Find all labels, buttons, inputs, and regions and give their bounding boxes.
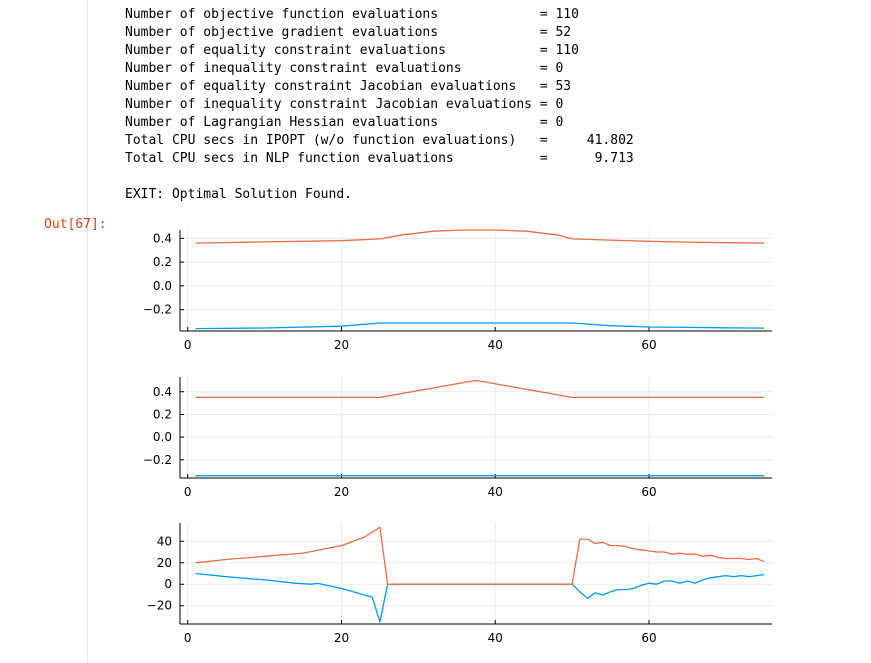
- x-tick-label: 0: [184, 631, 192, 645]
- y-tick-label: 0.0: [153, 430, 172, 444]
- output-line: Number of objective gradient evaluations…: [125, 25, 572, 40]
- output-line: Number of equality constraint Jacobian e…: [125, 79, 572, 94]
- x-tick-label: 20: [334, 485, 349, 499]
- output-line: Number of inequality constraint Jacobian…: [125, 97, 564, 112]
- y-tick-label: 0.0: [153, 279, 172, 293]
- y-tick-label: −20: [147, 599, 172, 613]
- output-line: Number of Lagrangian Hessian evaluations…: [125, 115, 564, 130]
- output-line: Number of equality constraint evaluation…: [125, 43, 579, 58]
- x-tick-label: 60: [641, 631, 656, 645]
- series-line: [195, 572, 765, 623]
- x-tick-label: 0: [184, 485, 192, 499]
- y-tick-label: 0.4: [153, 385, 172, 399]
- out-prompt: Out[67]:: [44, 217, 107, 232]
- cell-gutter: [0, 0, 88, 663]
- plot-output: 0 20 40 60 −0.2 0.0 0.2 0.4 0 20 40 60 −0.2 0.0 0.2 0.4…: [143, 229, 772, 645]
- output-line: Total CPU secs in IPOPT (w/o function ev…: [125, 133, 634, 148]
- y-tick-label: 20: [157, 556, 172, 570]
- series-line: [195, 229, 765, 244]
- exit-message: EXIT: Optimal Solution Found.: [125, 187, 352, 202]
- y-tick-label: −0.2: [143, 303, 172, 317]
- ipopt-output-text: Number of objective function evaluations…: [125, 6, 634, 204]
- series-line: [195, 526, 765, 585]
- y-tick-label: 0: [164, 577, 172, 591]
- y-tick-label: 40: [157, 534, 172, 548]
- output-line: Number of objective function evaluations…: [125, 7, 579, 22]
- x-tick-label: 20: [334, 338, 349, 352]
- x-tick-label: 40: [488, 338, 503, 352]
- y-tick-label: −0.2: [143, 453, 172, 467]
- y-tick-label: 0.4: [153, 231, 172, 245]
- x-tick-label: 20: [334, 631, 349, 645]
- series-line: [195, 322, 765, 330]
- y-tick-label: 0.2: [153, 255, 172, 269]
- x-tick-label: 60: [641, 485, 656, 499]
- x-tick-label: 40: [488, 485, 503, 499]
- output-line: Number of inequality constraint evaluati…: [125, 61, 564, 76]
- x-tick-label: 0: [184, 338, 192, 352]
- y-tick-label: 0.2: [153, 407, 172, 421]
- x-tick-label: 60: [641, 338, 656, 352]
- output-line: Total CPU secs in NLP function evaluatio…: [125, 151, 634, 166]
- x-tick-label: 40: [488, 631, 503, 645]
- series-line: [195, 379, 765, 399]
